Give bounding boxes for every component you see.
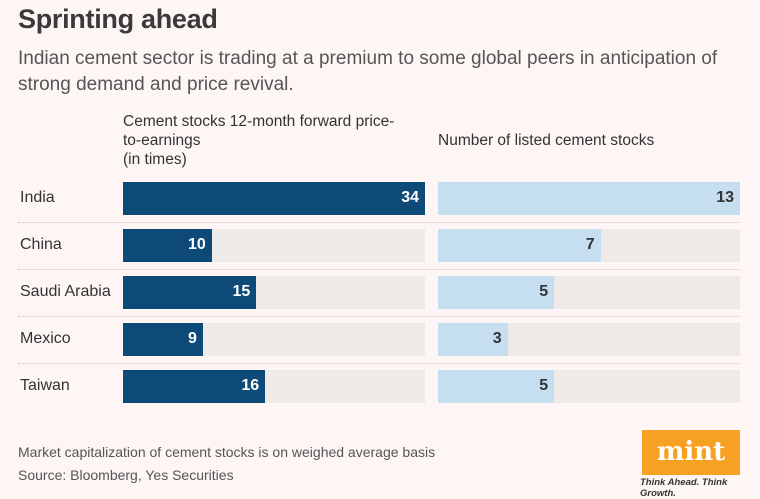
count-bar: 13 — [438, 182, 740, 215]
bar-track: 10 — [123, 229, 425, 262]
row-separator — [18, 316, 740, 317]
bar-value-label: 5 — [539, 283, 549, 300]
bar-track: 15 — [123, 276, 425, 309]
pe-bar: 34 — [123, 182, 425, 215]
category-label: Saudi Arabia — [20, 283, 111, 300]
row-separator — [18, 269, 740, 270]
category-label: Mexico — [20, 330, 71, 347]
logo-tagline: Think Ahead. Think Growth. — [640, 477, 728, 499]
bar-value-label: 5 — [539, 377, 549, 394]
chart-row: Taiwan 16 5 — [0, 363, 760, 417]
pe-header-line: Cement stocks 12-month forward price- — [123, 113, 395, 130]
bar-value-label: 16 — [241, 377, 260, 394]
bar-value-label: 9 — [188, 330, 197, 347]
pe-header-line: to-earnings — [123, 132, 201, 149]
count-bar: 7 — [438, 229, 601, 262]
count-bar: 3 — [438, 323, 508, 356]
chart-row: Mexico 9 3 — [0, 316, 760, 370]
bar-track: 13 — [438, 182, 740, 215]
mint-logo: mint — [642, 430, 740, 475]
pe-header-line: (in times) — [123, 151, 187, 168]
count-bar: 5 — [438, 370, 555, 403]
chart-row: Saudi Arabia 15 5 — [0, 269, 760, 323]
chart-row: China 10 7 — [0, 222, 760, 276]
chart-subtitle: Indian cement sector is trading at a pre… — [18, 48, 718, 95]
bar-track: 3 — [438, 323, 740, 356]
bar-track: 34 — [123, 182, 425, 215]
bar-track: 9 — [123, 323, 425, 356]
count-bar: 5 — [438, 276, 555, 309]
pe-bar: 10 — [123, 229, 212, 262]
row-separator — [18, 222, 740, 223]
pe-column-header: Cement stocks 12-month forward price- to… — [123, 112, 433, 169]
row-separator — [18, 363, 740, 364]
bar-track: 16 — [123, 370, 425, 403]
bar-track: 5 — [438, 276, 740, 309]
bar-value-label: 7 — [585, 236, 595, 253]
bar-value-label: 3 — [492, 330, 502, 347]
bar-value-label: 13 — [716, 189, 734, 206]
chart-row: India 34 13 — [0, 182, 760, 229]
category-label: China — [20, 236, 62, 253]
count-column-header: Number of listed cement stocks — [438, 132, 655, 149]
bar-value-label: 10 — [188, 236, 206, 253]
category-label: Taiwan — [20, 377, 70, 394]
bar-track: 7 — [438, 229, 740, 262]
category-label: India — [20, 189, 55, 206]
source: Source: Bloomberg, Yes Securities — [18, 467, 234, 483]
bar-value-label: 15 — [232, 283, 251, 300]
bar-value-label: 34 — [401, 189, 419, 206]
pe-bar: 16 — [123, 370, 266, 403]
footnote: Market capitalization of cement stocks i… — [18, 444, 436, 460]
chart-title: Sprinting ahead — [18, 4, 218, 34]
pe-bar: 9 — [123, 323, 203, 356]
bar-track: 5 — [438, 370, 740, 403]
pe-bar: 15 — [123, 276, 257, 309]
